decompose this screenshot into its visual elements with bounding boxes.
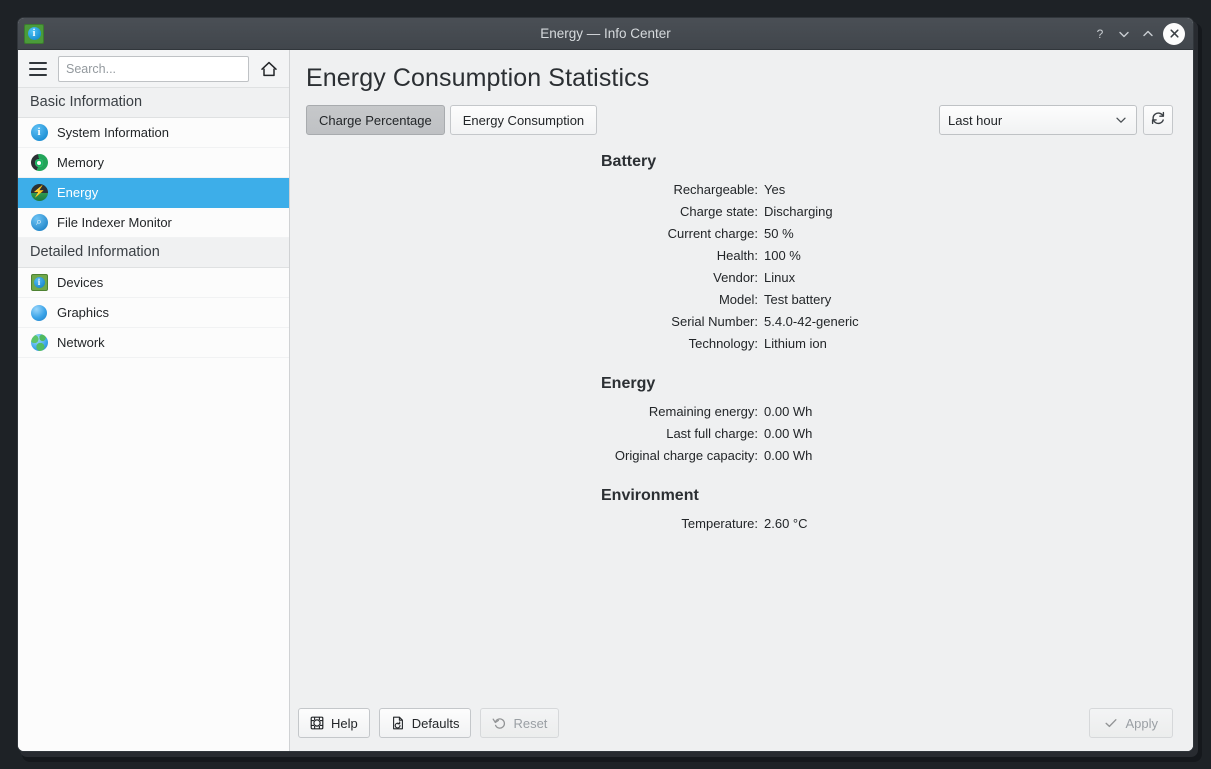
sidebar-item-label: Graphics bbox=[57, 305, 110, 320]
property-value: Test battery bbox=[764, 292, 832, 307]
window-body: Basic Information i System Information M… bbox=[18, 50, 1193, 751]
tab-charge-percentage[interactable]: Charge Percentage bbox=[306, 105, 445, 135]
battery-properties: Rechargeable: Yes Charge state: Discharg… bbox=[306, 179, 1173, 355]
sidebar: Basic Information i System Information M… bbox=[18, 50, 290, 751]
chevron-down-icon bbox=[1114, 113, 1128, 127]
info-center-icon: i bbox=[23, 23, 45, 45]
refresh-icon bbox=[1150, 110, 1166, 131]
help-button[interactable]: Help bbox=[298, 708, 370, 738]
content-toolbar: Charge Percentage Energy Consumption Las… bbox=[306, 105, 1173, 135]
sidebar-item-label: Energy bbox=[57, 185, 99, 200]
environment-properties: Temperature: 2.60 °C bbox=[306, 513, 1173, 535]
check-icon bbox=[1104, 716, 1118, 730]
time-range-value: Last hour bbox=[948, 112, 1003, 128]
property-key: Remaining energy: bbox=[648, 404, 758, 419]
sidebar-item-memory[interactable]: Memory bbox=[18, 148, 289, 178]
info-center-window: i Energy — Info Center ? bbox=[18, 18, 1193, 751]
property-value: 50 % bbox=[764, 226, 794, 241]
defaults-button[interactable]: Defaults bbox=[378, 708, 472, 738]
property-key: Model: bbox=[718, 292, 758, 307]
help-button-label: Help bbox=[331, 715, 358, 731]
property-value: Discharging bbox=[764, 204, 833, 219]
page-title: Energy Consumption Statistics bbox=[306, 64, 650, 92]
sidebar-item-label: System Information bbox=[57, 125, 169, 140]
sidebar-section-detailed: Detailed Information bbox=[18, 238, 289, 268]
property-value: Yes bbox=[764, 182, 786, 197]
defaults-button-label: Defaults bbox=[411, 715, 460, 731]
property-value: 0.00 Wh bbox=[764, 404, 813, 419]
property-value: 100 % bbox=[764, 248, 801, 263]
property-value: 0.00 Wh bbox=[764, 426, 813, 441]
network-icon bbox=[30, 334, 48, 352]
close-icon[interactable] bbox=[1163, 22, 1185, 45]
search-input[interactable] bbox=[58, 55, 249, 82]
property-value: 0.00 Wh bbox=[764, 448, 813, 463]
sidebar-search-row bbox=[18, 50, 289, 88]
content-body: Energy Consumption Statistics Charge Per… bbox=[290, 50, 1193, 695]
property-key: Current charge: bbox=[667, 226, 758, 241]
property-key: Charge state: bbox=[679, 204, 758, 219]
svg-text:?: ? bbox=[1097, 27, 1104, 41]
property-key: Technology: bbox=[688, 336, 758, 351]
energy-properties: Remaining energy: 0.00 Wh Last full char… bbox=[306, 401, 1173, 467]
sidebar-item-label: Memory bbox=[57, 155, 104, 170]
sidebar-item-label: Devices bbox=[57, 275, 104, 290]
apply-button: Apply bbox=[1089, 708, 1173, 738]
group-title-environment: Environment bbox=[601, 487, 699, 504]
property-value: 5.4.0-42-generic bbox=[764, 314, 859, 329]
sidebar-item-devices[interactable]: Devices bbox=[18, 268, 289, 298]
time-range-select[interactable]: Last hour bbox=[939, 105, 1137, 135]
sidebar-item-label: File Indexer Monitor bbox=[57, 215, 172, 230]
energy-icon: ⚡ bbox=[30, 184, 48, 202]
refresh-button[interactable] bbox=[1143, 105, 1173, 135]
window-controls: ? bbox=[1088, 22, 1193, 46]
reset-button: Reset bbox=[480, 708, 560, 738]
sidebar-item-system-information[interactable]: i System Information bbox=[18, 118, 289, 148]
property-key: Serial Number: bbox=[671, 314, 758, 329]
group-title-energy: Energy bbox=[601, 375, 656, 392]
maximize-icon[interactable] bbox=[1136, 22, 1160, 46]
indexer-icon: ⌕ bbox=[30, 214, 48, 232]
property-key: Last full charge: bbox=[666, 426, 758, 441]
property-value: Linux bbox=[764, 270, 796, 285]
help-icon bbox=[310, 716, 324, 730]
reset-button-label: Reset bbox=[513, 715, 548, 731]
help-icon[interactable]: ? bbox=[1088, 22, 1112, 46]
sidebar-item-energy[interactable]: ⚡ Energy bbox=[18, 178, 289, 208]
minimize-icon[interactable] bbox=[1112, 22, 1136, 46]
devices-icon bbox=[30, 274, 48, 292]
tab-bar: Charge Percentage Energy Consumption bbox=[306, 105, 598, 135]
property-value: 2.60 °C bbox=[764, 516, 808, 531]
sidebar-item-file-indexer-monitor[interactable]: ⌕ File Indexer Monitor bbox=[18, 208, 289, 238]
main-content: Energy Consumption Statistics Charge Per… bbox=[290, 50, 1193, 751]
property-key: Health: bbox=[716, 248, 758, 263]
toolbar-right: Last hour bbox=[939, 105, 1173, 135]
property-value: Lithium ion bbox=[764, 336, 827, 351]
property-key: Rechargeable: bbox=[673, 182, 758, 197]
sidebar-item-label: Network bbox=[57, 335, 105, 350]
reset-icon bbox=[492, 716, 506, 730]
property-key: Vendor: bbox=[713, 270, 758, 285]
window-title: Energy — Info Center bbox=[540, 26, 671, 41]
property-key: Temperature: bbox=[681, 516, 758, 531]
footer-buttons: Help Defaults bbox=[290, 695, 1193, 751]
apply-button-label: Apply bbox=[1125, 715, 1158, 731]
graphics-icon bbox=[30, 304, 48, 322]
sidebar-section-basic: Basic Information bbox=[18, 88, 289, 118]
memory-icon bbox=[30, 154, 48, 172]
sidebar-item-graphics[interactable]: Graphics bbox=[18, 298, 289, 328]
property-key: Original charge capacity: bbox=[614, 448, 758, 463]
sidebar-item-network[interactable]: Network bbox=[18, 328, 289, 358]
group-title-battery: Battery bbox=[601, 153, 657, 170]
titlebar[interactable]: i Energy — Info Center ? bbox=[18, 18, 1193, 50]
info-icon: i bbox=[30, 124, 48, 142]
defaults-icon bbox=[391, 716, 405, 730]
hamburger-icon[interactable] bbox=[26, 58, 50, 80]
battery-info: Battery Rechargeable: Yes Charge state: … bbox=[306, 153, 1173, 535]
tab-energy-consumption[interactable]: Energy Consumption bbox=[449, 105, 598, 135]
home-icon[interactable] bbox=[257, 57, 281, 81]
